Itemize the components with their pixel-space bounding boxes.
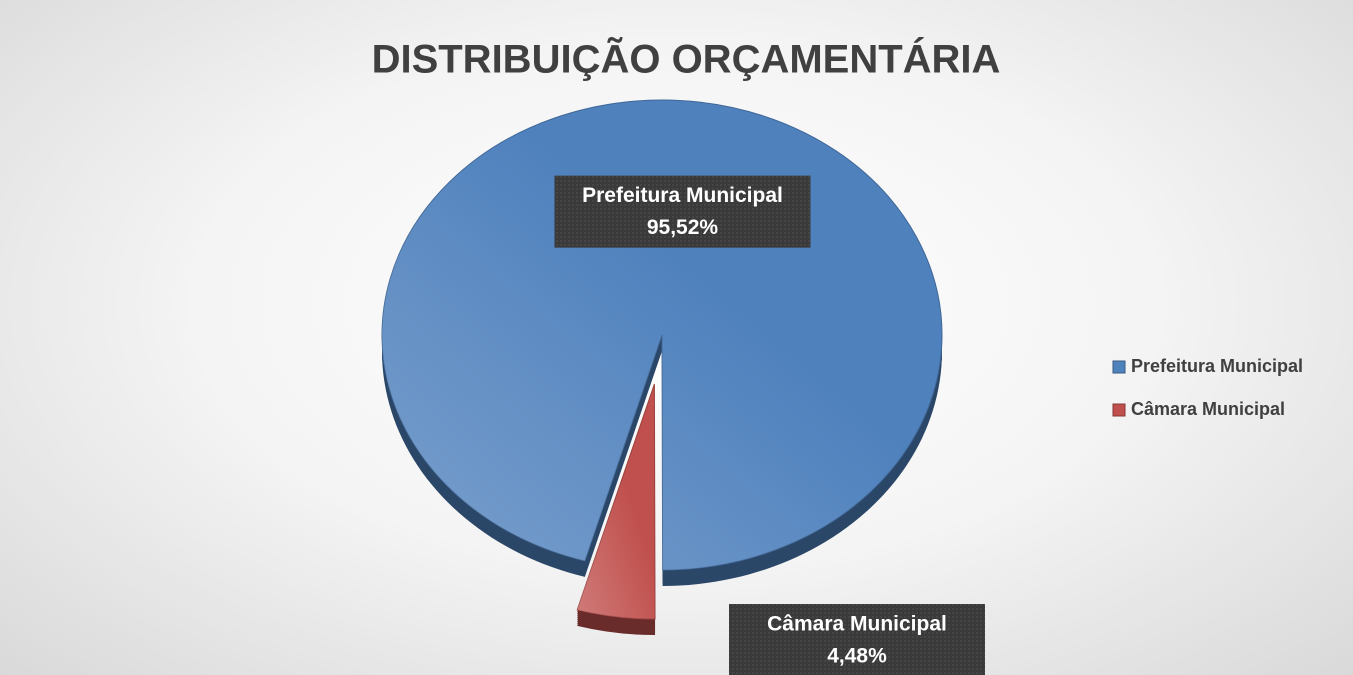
data-label-value: 4,48% — [827, 645, 887, 668]
legend-swatch — [1112, 360, 1126, 374]
data-label-box — [554, 175, 811, 248]
legend-label: Prefeitura Municipal — [1131, 356, 1303, 376]
legend-label: Câmara Municipal — [1131, 399, 1285, 419]
labels: Prefeitura Municipal 95,52% Câmara Municip… — [554, 175, 985, 675]
data-label-name: Prefeitura Municipal — [582, 184, 783, 207]
data-label-name: Câmara Municipal — [767, 613, 947, 636]
slice-shine — [577, 384, 656, 620]
data-label-value: 95,52% — [647, 216, 719, 239]
legend-swatch — [1112, 403, 1126, 417]
data-label-box — [729, 604, 985, 675]
legend: Prefeitura Municipal Câmara Municipal — [1112, 356, 1303, 419]
chart-title: DISTRIBUIÇÃO ORÇAMENTÁRIA — [372, 36, 1001, 82]
